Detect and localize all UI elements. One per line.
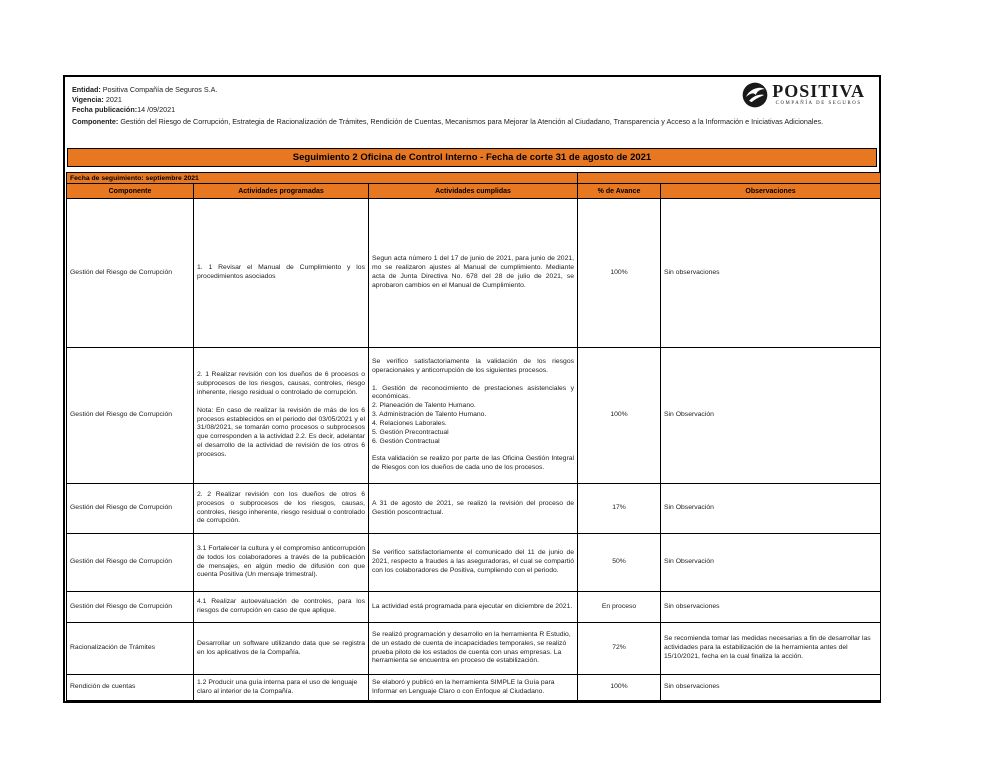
table-row: Gestión del Riesgo de Corrupción 2. 1 Re… [66,347,882,484]
vigencia-line: Vigencia: 2021 [72,95,712,105]
cell-programada: Desarrollar un software utilizando data … [193,622,369,675]
cell-avance: 100% [577,198,662,348]
cell-programada: 3.1 Fortalecer la cultura y el compromis… [193,533,369,592]
cell-observaciones: Sin observaciones [660,591,882,623]
cell-avance: 72% [577,622,662,675]
col-header-avance: % de Avance [577,183,662,199]
cell-observaciones: Sin observaciones [660,674,882,701]
cell-cumplida: A 31 de agosto de 2021, se realizó la re… [367,483,579,534]
cell-cumplida: Se verifico satisfactoriamente la valida… [367,347,579,484]
document-page: Entidad: Positiva Compañía de Seguros S.… [63,75,882,703]
cell-componente: Rendición de cuentas [66,674,194,701]
fecha-seguimiento-cell: Fecha de seguimiento: septiembre 2021 [65,172,579,184]
fecha-publicacion-line: Fecha publicación:14 /09/2021 [72,105,712,115]
cell-cumplida: Se verifico satisfactoriamente el comuni… [367,533,579,592]
cell-avance: 50% [577,533,662,592]
cell-programada: 2. 1 Realizar revisión con los dueños de… [193,347,369,484]
entidad-value: Positiva Compañía de Seguros S.A. [102,85,218,94]
positiva-logo: POSITIVA COMPAÑÍA DE SEGUROS [742,82,865,108]
seguimiento-table: Fecha de seguimiento: septiembre 2021 Co… [65,172,882,701]
cell-programada: 1.2 Producir una guía interna para el us… [193,674,369,701]
cell-observaciones: Sin Observación [660,533,882,592]
table-row: Gestión del Riesgo de Corrupción 4.1 Rea… [66,591,882,623]
logo-name: POSITIVA [772,81,865,101]
componente-value: Gestión del Riesgo de Corrupción, Estrat… [120,116,824,126]
table-row: Gestión del Riesgo de Corrupción 1. 1 Re… [66,198,882,348]
cell-observaciones: Sin observaciones [660,198,882,348]
cell-componente: Gestión del Riesgo de Corrupción [66,533,194,592]
fecha-seguimiento-empty-cell [577,172,882,184]
cell-avance: En proceso [577,591,662,623]
fecha-publicacion-value: 14 /09/2021 [137,105,176,115]
cell-componente: Gestión del Riesgo de Corrupción [66,483,194,534]
col-header-componente: Componente [66,183,194,199]
col-header-cumplidas: Actividades cumplidas [367,183,579,199]
cell-cumplida: La actividad está programada para ejecut… [367,591,579,623]
cell-observaciones: Sin Observación [660,483,882,534]
entidad-line: Entidad: Positiva Compañía de Seguros S.… [72,85,712,95]
report-title-bar: Seguimiento 2 Oficina de Control Interno… [67,148,877,167]
cell-programada: 1. 1 Revisar el Manual de Cumplimiento y… [193,198,369,348]
cell-componente: Gestión del Riesgo de Corrupción [66,198,194,348]
cell-cumplida: Se elaboró y publicó en la herramienta S… [367,674,579,701]
cell-componente: Gestión del Riesgo de Corrupción [66,591,194,623]
col-header-observaciones: Observaciones [660,183,882,199]
entidad-label: Entidad: [72,85,101,94]
cell-avance: 17% [577,483,662,534]
positiva-bird-icon [742,82,768,108]
componente-line: Componente: Gestión del Riesgo de Corrup… [72,117,867,127]
cell-componente: Gestión del Riesgo de Corrupción [66,347,194,484]
cell-cumplida: Segun acta número 1 del 17 de junio de 2… [367,198,579,348]
fecha-publicacion-label: Fecha publicación: [72,105,138,115]
cell-componente: Racionalización de Trámites [66,622,194,675]
vigencia-value: 2021 [105,95,122,105]
col-header-programadas: Actividades programadas [193,183,369,199]
table-row: Rendición de cuentas 1.2 Producir una gu… [66,674,882,701]
table-row: Gestión del Riesgo de Corrupción 3.1 For… [66,533,882,592]
cell-avance: 100% [577,674,662,701]
fecha-seguimiento-row: Fecha de seguimiento: septiembre 2021 [65,172,882,184]
cell-programada: 2. 2 Realizar revisión con los dueños de… [193,483,369,534]
document-header: Entidad: Positiva Compañía de Seguros S.… [65,77,879,145]
logo-subtitle: COMPAÑÍA DE SEGUROS [775,101,862,106]
cell-avance: 100% [577,347,662,484]
logo-text: POSITIVA COMPAÑÍA DE SEGUROS [772,81,865,107]
vigencia-label: Vigencia: [72,95,104,105]
cell-observaciones: Se recomienda tomar las medidas necesari… [660,622,882,675]
entity-info: Entidad: Positiva Compañía de Seguros S.… [72,85,823,127]
table-header-row: Componente Actividades programadas Activ… [66,183,882,199]
cell-observaciones: Sin Observación [660,347,882,484]
table-row: Gestión del Riesgo de Corrupción 2. 2 Re… [66,483,882,534]
componente-label: Componente: [72,116,119,126]
cell-programada: 4.1 Realizar autoevaluación de controles… [193,591,369,623]
cell-cumplida: Se realizó programación y desarrollo en … [367,622,579,675]
table-row: Racionalización de Trámites Desarrollar … [66,622,882,675]
